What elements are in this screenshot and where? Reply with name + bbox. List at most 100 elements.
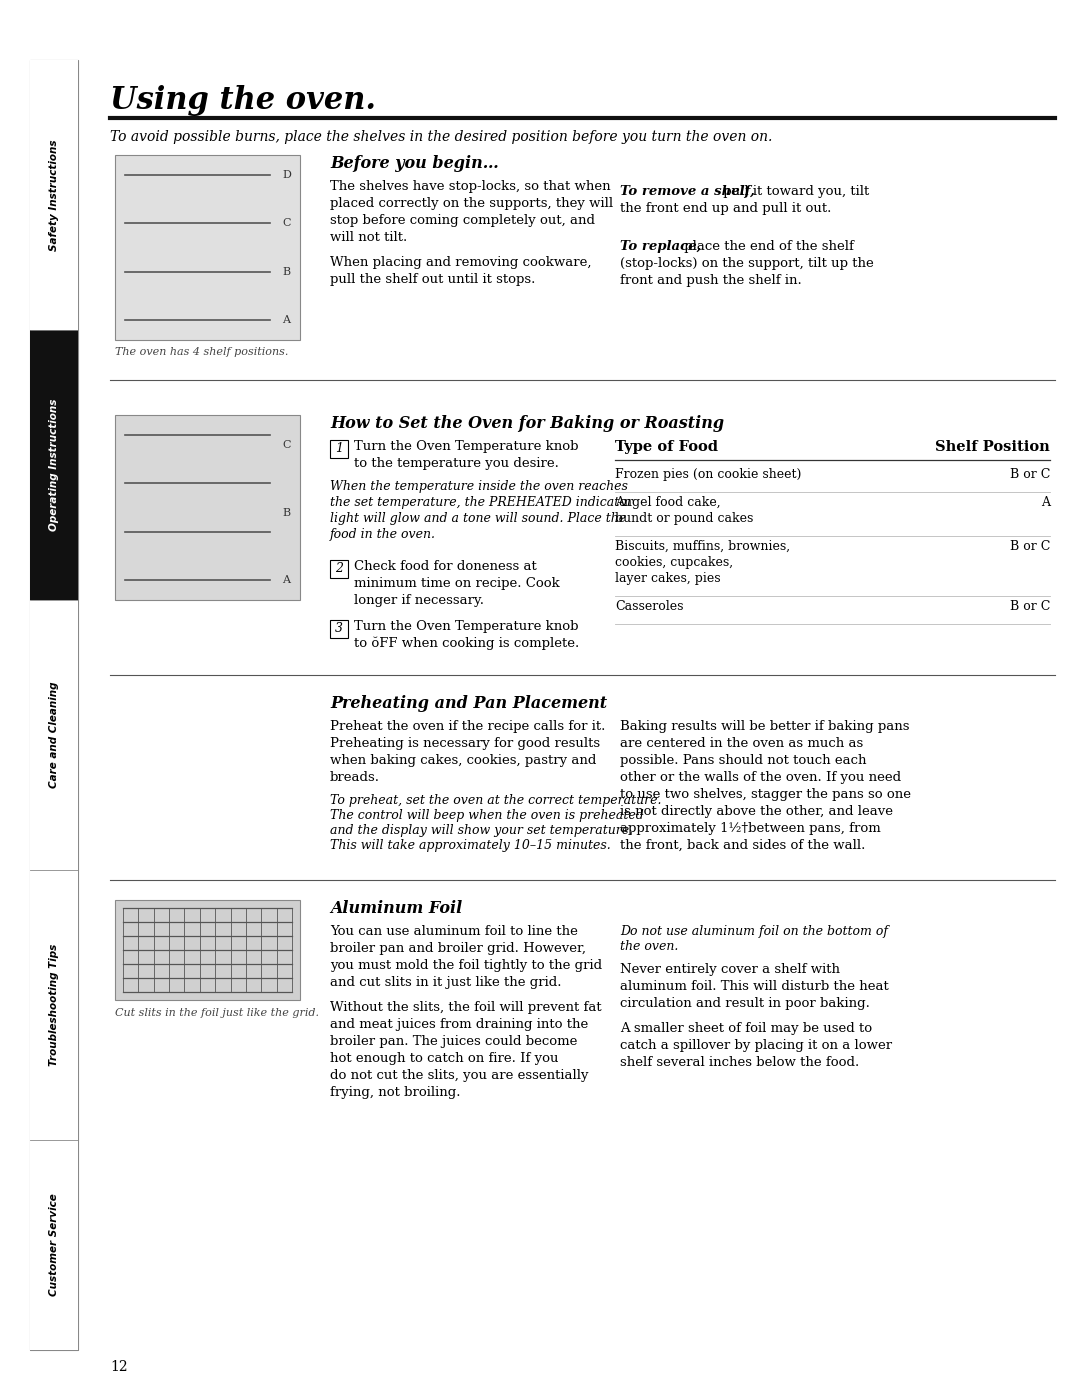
Text: the set temperature, the PREHEATED indicator: the set temperature, the PREHEATED indic… [330,496,633,509]
Text: 1: 1 [335,443,343,455]
Text: A: A [282,576,291,585]
Text: Angel food cake,: Angel food cake, [615,496,720,509]
Text: C: C [282,218,291,228]
Text: Preheat the oven if the recipe calls for it.: Preheat the oven if the recipe calls for… [330,719,606,733]
Text: To preheat, set the oven at the correct temperature.: To preheat, set the oven at the correct … [330,793,661,807]
Text: broiler pan and broiler grid. However,: broiler pan and broiler grid. However, [330,942,586,956]
Text: Cut slits in the foil just like the grid.: Cut slits in the foil just like the grid… [114,1009,319,1018]
Text: Operating Instructions: Operating Instructions [49,398,59,531]
Text: B or C: B or C [1010,468,1050,481]
Text: The oven has 4 shelf positions.: The oven has 4 shelf positions. [114,346,288,358]
Text: B or C: B or C [1010,599,1050,613]
Text: How to Set the Oven for Baking or Roasting: How to Set the Oven for Baking or Roasti… [330,415,724,432]
Text: broiler pan. The juices could become: broiler pan. The juices could become [330,1035,578,1048]
Text: food in the oven.: food in the oven. [330,528,436,541]
Text: B or C: B or C [1010,541,1050,553]
Text: The control will beep when the oven is preheated: The control will beep when the oven is p… [330,809,644,821]
Text: front and push the shelf in.: front and push the shelf in. [620,274,801,286]
Text: A smaller sheet of foil may be used to: A smaller sheet of foil may be used to [620,1023,873,1035]
Bar [30,330,78,599]
Text: Type of Food: Type of Food [615,440,718,454]
Bar [30,60,78,330]
Text: Customer Service: Customer Service [49,1193,59,1296]
Text: and meat juices from draining into the: and meat juices from draining into the [330,1018,589,1031]
Text: (stop-locks) on the support, tilt up the: (stop-locks) on the support, tilt up the [620,257,874,270]
Text: Turn the Oven Temperature knob: Turn the Oven Temperature knob [354,620,579,633]
Text: the oven.: the oven. [620,940,678,953]
Text: do not cut the slits, you are essentially: do not cut the slits, you are essentiall… [330,1069,589,1083]
Text: 12: 12 [110,1361,127,1375]
Text: minimum time on recipe. Cook: minimum time on recipe. Cook [354,577,559,590]
Text: placed correctly on the supports, they will: placed correctly on the supports, they w… [330,197,613,210]
Text: B: B [282,507,291,517]
Text: shelf several inches below the food.: shelf several inches below the food. [620,1056,860,1069]
Text: C: C [282,440,291,450]
Bar [30,870,78,1140]
Text: to ŏFF when cooking is complete.: to ŏFF when cooking is complete. [354,637,579,651]
Text: Casseroles: Casseroles [615,599,684,613]
Bar [114,900,300,1000]
Text: Using the oven.: Using the oven. [110,85,376,116]
Text: A: A [1041,496,1050,509]
Text: is not directly above the other, and leave: is not directly above the other, and lea… [620,805,893,819]
Text: catch a spillover by placing it on a lower: catch a spillover by placing it on a low… [620,1039,892,1052]
Bar [330,560,348,578]
Text: and cut slits in it just like the grid.: and cut slits in it just like the grid. [330,977,562,989]
Bar [30,1140,78,1350]
Text: longer if necessary.: longer if necessary. [354,594,484,608]
Text: frying, not broiling.: frying, not broiling. [330,1085,460,1099]
Text: When placing and removing cookware,: When placing and removing cookware, [330,256,592,270]
Text: aluminum foil. This will disturb the heat: aluminum foil. This will disturb the hea… [620,981,889,993]
Text: The shelves have stop-locks, so that when: The shelves have stop-locks, so that whe… [330,180,610,193]
Text: Aluminum Foil: Aluminum Foil [330,900,462,916]
Text: approximately 1½†between pans, from: approximately 1½†between pans, from [620,821,881,835]
Bar [114,415,300,599]
Text: layer cakes, pies: layer cakes, pies [615,571,720,585]
Text: other or the walls of the oven. If you need: other or the walls of the oven. If you n… [620,771,901,784]
Text: B: B [282,267,291,277]
Text: pull the shelf out until it stops.: pull the shelf out until it stops. [330,272,536,286]
Text: This will take approximately 10–15 minutes.: This will take approximately 10–15 minut… [330,840,611,852]
Text: A: A [282,314,291,326]
Text: Baking results will be better if baking pans: Baking results will be better if baking … [620,719,909,733]
Text: Never entirely cover a shelf with: Never entirely cover a shelf with [620,963,840,977]
Text: Preheating is necessary for good results: Preheating is necessary for good results [330,738,600,750]
Text: You can use aluminum foil to line the: You can use aluminum foil to line the [330,925,578,937]
Text: will not tilt.: will not tilt. [330,231,407,244]
Text: Safety Instructions: Safety Instructions [49,140,59,250]
Text: cookies, cupcakes,: cookies, cupcakes, [615,556,733,569]
Text: Before you begin…: Before you begin… [330,155,499,172]
Text: circulation and result in poor baking.: circulation and result in poor baking. [620,997,869,1010]
Text: Do not use aluminum foil on the bottom of: Do not use aluminum foil on the bottom o… [620,925,888,937]
Text: D: D [282,170,291,180]
Text: to the temperature you desire.: to the temperature you desire. [354,457,558,469]
Text: breads.: breads. [330,771,380,784]
Text: stop before coming completely out, and: stop before coming completely out, and [330,214,595,226]
Bar [30,60,78,1350]
Text: To remove a shelf,: To remove a shelf, [620,184,755,198]
Text: Biscuits, muffins, brownies,: Biscuits, muffins, brownies, [615,541,791,553]
Text: are centered in the oven as much as: are centered in the oven as much as [620,738,863,750]
Text: Preheating and Pan Placement: Preheating and Pan Placement [330,694,607,712]
Text: when baking cakes, cookies, pastry and: when baking cakes, cookies, pastry and [330,754,596,767]
Text: Shelf Position: Shelf Position [935,440,1050,454]
Text: the front end up and pull it out.: the front end up and pull it out. [620,203,832,215]
Bar [30,599,78,870]
Text: pull it toward you, tilt: pull it toward you, tilt [719,184,869,198]
Text: 2: 2 [335,563,343,576]
Bar [114,155,300,339]
Text: Check food for doneness at: Check food for doneness at [354,560,537,573]
Bar [330,620,348,638]
Text: hot enough to catch on fire. If you: hot enough to catch on fire. If you [330,1052,558,1065]
Text: Turn the Oven Temperature knob: Turn the Oven Temperature knob [354,440,579,453]
Text: the front, back and sides of the wall.: the front, back and sides of the wall. [620,840,865,852]
Text: bundt or pound cakes: bundt or pound cakes [615,511,754,525]
Text: To avoid possible burns, place the shelves in the desired position before you tu: To avoid possible burns, place the shelv… [110,130,772,144]
Text: and the display will show your set temperature.: and the display will show your set tempe… [330,824,633,837]
Text: Care and Cleaning: Care and Cleaning [49,682,59,788]
Text: Without the slits, the foil will prevent fat: Without the slits, the foil will prevent… [330,1002,602,1014]
Text: possible. Pans should not touch each: possible. Pans should not touch each [620,754,866,767]
Text: 3: 3 [335,623,343,636]
Text: you must mold the foil tightly to the grid: you must mold the foil tightly to the gr… [330,958,603,972]
Text: to use two shelves, stagger the pans so one: to use two shelves, stagger the pans so … [620,788,912,800]
